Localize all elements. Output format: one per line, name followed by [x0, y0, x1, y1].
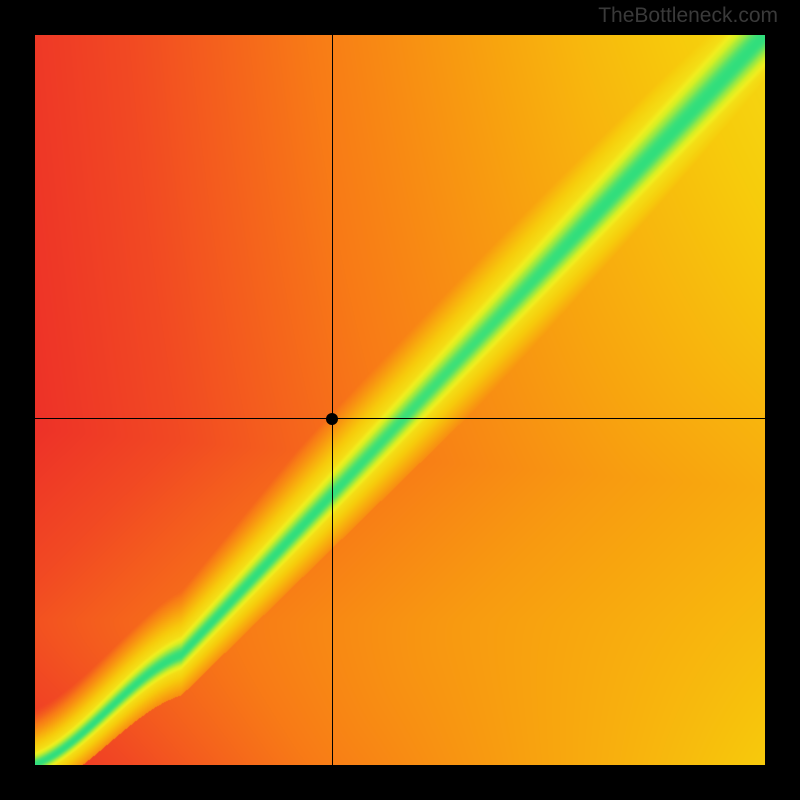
crosshair-horizontal: [35, 418, 765, 419]
crosshair-vertical: [332, 35, 333, 765]
heatmap-plot: [35, 35, 765, 765]
crosshair-marker: [326, 413, 338, 425]
heatmap-canvas: [35, 35, 765, 765]
chart-frame: [0, 0, 800, 800]
watermark-text: TheBottleneck.com: [598, 4, 778, 28]
